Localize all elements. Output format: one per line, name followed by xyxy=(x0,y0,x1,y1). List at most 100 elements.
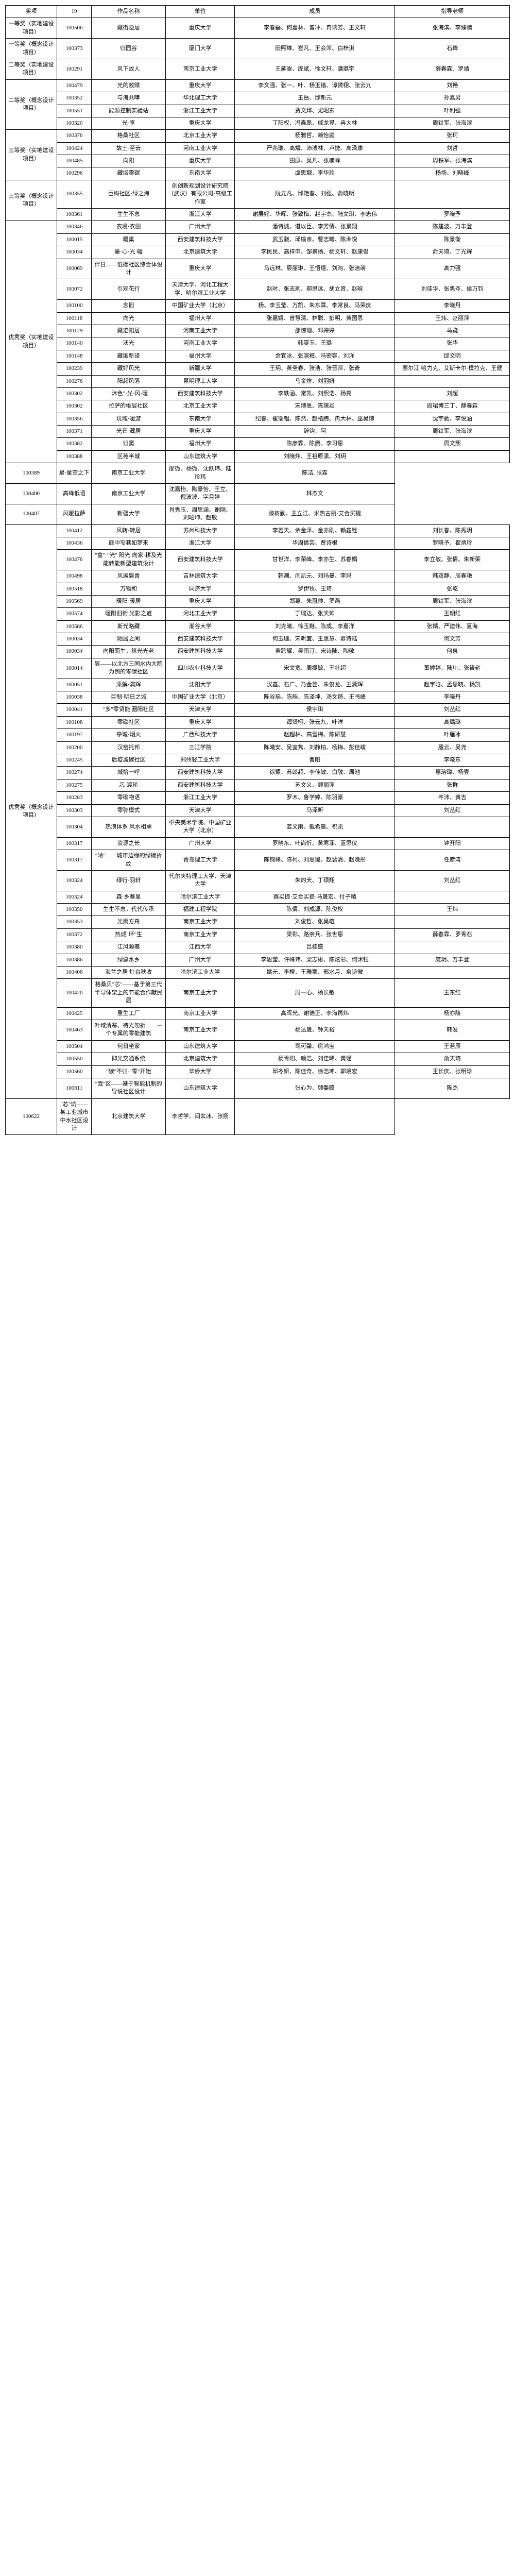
id-cell: 100034 xyxy=(57,646,92,658)
table-row: 三等奖（概念设计项目）100355巨构社区·绿之海创创新规划设计研究院（武汉）有… xyxy=(6,180,510,208)
id-cell: 100372 xyxy=(57,928,92,941)
members-cell: 虞思靓、李华珍 xyxy=(234,167,395,180)
members-cell: 纪睿、崔瑞韫、陈然、赵格腾、冉大林、巫昊博 xyxy=(234,413,395,425)
unit-cell: 中国矿业大学（北京） xyxy=(166,300,235,312)
id-cell: 100389 xyxy=(6,463,57,484)
id-cell: 100302 xyxy=(57,400,92,413)
unit-cell: 北京建筑大学 xyxy=(166,246,235,259)
unit-cell: 同济大学 xyxy=(166,583,235,595)
name-cell: 巨制·明日之城 xyxy=(91,691,166,704)
unit-cell: 沈阳大学 xyxy=(166,679,235,691)
table-row: 100498风展磐青吉林建筑大学韩潮、闫凯元、刘玛曼、李玛韩双静、周春艳 xyxy=(6,570,510,583)
members-cell: 丁瑞达、张天帅 xyxy=(234,608,395,620)
id-cell: 100304 xyxy=(57,817,92,837)
table-row: 一等奖（实地建设项目）100506藏街隐居重庆大学李春磊、何嘉林、曾冲、冉瑞芳、… xyxy=(6,18,510,39)
members-cell: 贾文烨、尤昭玄 xyxy=(234,105,395,117)
members-cell: 司可馨、房鸿宝 xyxy=(234,1040,395,1053)
unit-cell: 福州大学 xyxy=(166,350,235,362)
name-cell: 斯光略藏 xyxy=(91,620,166,633)
teacher-cell: 王东红 xyxy=(395,979,510,1007)
members-cell: 李轶涵、常凯、刘熙浩、杨亮 xyxy=(234,387,395,400)
id-cell: 100072 xyxy=(57,279,92,300)
table-row: 100304热浪体系 风水相承中央美术学院、中国矿业大学（北京）姜文雨、戴希晨、… xyxy=(6,817,510,837)
teacher-cell: 俞天琦 xyxy=(395,1053,510,1065)
table-row: 100118向光福州大学张嘉婧、曾慧清、林聪、彭明、黄图思王炜、赵丽萍 xyxy=(6,312,510,325)
id-cell: 100320 xyxy=(57,117,92,129)
members-cell: 宋文宽、周援毓、王壮超 xyxy=(234,658,395,679)
members-cell: 曹阳 xyxy=(234,754,395,767)
members-cell: 李春磊、何嘉林、曾冲、冉瑞芳、王文轩 xyxy=(234,18,395,39)
members-cell: 李文强、张一、叶、杨玉锴、谭赟栩、张云九 xyxy=(234,79,395,92)
name-cell: 热浪体系 风水相承 xyxy=(91,817,166,837)
table-row: 100015暖巢西安建筑科技大学武玉骁、邱榆亲、曹志曦、陈洲悦陈景衡 xyxy=(6,233,510,246)
name-cell: 能源控制实验站 xyxy=(91,105,166,117)
members-cell: 王延崟、庞斌、徐文轩、潘璐宇 xyxy=(234,59,395,79)
teacher-cell: 王朝红 xyxy=(395,608,510,620)
teacher-cell: 沈宇驰、李悦涵 xyxy=(395,413,510,425)
unit-cell: 青岛理工大学 xyxy=(166,850,235,871)
teacher-cell xyxy=(395,891,510,903)
members-cell: 韩潮、闫凯元、刘玛曼、李玛 xyxy=(234,570,395,583)
members-cell: 刘俊哲、张昊暄 xyxy=(234,916,395,928)
teacher-cell xyxy=(395,450,510,463)
id-cell: 100412 xyxy=(57,524,92,537)
unit-cell: 东南大学 xyxy=(166,167,235,180)
table-row: 100560"碳"不归-"零"开始华侨大学邱冬妍、陈佳奇、徐浩坤、郭境宏王长庆、… xyxy=(6,1065,510,1078)
members-cell: 姜文雨、戴希晨、祝凯 xyxy=(234,817,395,837)
table-row: 二等奖（实地建设项目）100291风下故人南京工业大学王延崟、庞斌、徐文轩、潘璐… xyxy=(6,59,510,79)
unit-cell: 福州大学 xyxy=(166,312,235,325)
name-cell: 向光 xyxy=(91,312,166,325)
name-cell: 森·乡寨里 xyxy=(91,891,166,903)
name-cell: 亭城·烟火 xyxy=(91,729,166,741)
table-row: 100034陌居之间西安建筑科技大学何玉珊、宋昕宜、王惠慧、慕诗陆何文芳 xyxy=(6,633,510,646)
unit-cell: 南京工业大学 xyxy=(91,484,166,504)
id-cell: 100245 xyxy=(57,754,92,767)
h-unit: 单位 xyxy=(166,6,235,18)
award-cell: 二等奖（实地建设项目） xyxy=(6,59,57,79)
id-cell: 100197 xyxy=(57,729,92,741)
members-cell: 陈锦峰、陈柯、刘思璐、赵裴清、赵晚彤 xyxy=(234,850,395,871)
name-cell: 芯·渡轮 xyxy=(91,779,166,791)
teacher-cell: 石峰 xyxy=(395,39,510,59)
members-cell: 梁彰、路崇兵、张世恩 xyxy=(234,928,395,941)
name-cell: 风暖拉萨 xyxy=(57,504,92,524)
teacher-cell: 惠瑢璐、杨壹 xyxy=(395,767,510,779)
name-cell: 向阳而生，筑光光老 xyxy=(91,646,166,658)
unit-cell: 哈尔滨工业大学 xyxy=(166,891,235,903)
id-cell: 100041 xyxy=(57,704,92,716)
members-cell: 甘世洋、李荣峰、李亦生、苏春娟 xyxy=(234,550,395,570)
name-cell: 热诚"环"生 xyxy=(91,928,166,941)
id-cell: 100303 xyxy=(57,804,92,817)
id-cell: 100148 xyxy=(57,350,92,362)
name-cell: 汉窑托邦 xyxy=(91,741,166,754)
teacher-cell: 周珺博三丁、薛春霖 xyxy=(395,400,510,413)
id-cell: 100425 xyxy=(57,1007,92,1020)
id-cell: 100574 xyxy=(57,608,92,620)
members-cell: 李思莹、许峰玮、梁志彬、陈炫彰、何沭钰 xyxy=(234,954,395,966)
table-row: 100317"靖"——城市边缘的绿碳折纹青岛理工大学陈锦峰、陈柯、刘思璐、赵裴清… xyxy=(6,850,510,871)
unit-cell: 北京建筑大学 xyxy=(91,1098,166,1135)
members-cell: 朱的天、丁硕翔 xyxy=(234,870,395,891)
unit-cell: 广州大学 xyxy=(166,221,235,233)
id-cell: 100622 xyxy=(6,1098,57,1135)
table-row: 100372热诚"环"生南京工业大学梁彰、路崇兵、张世恩薛春霖、罗青石 xyxy=(6,928,510,941)
unit-cell: 重庆大学 xyxy=(166,595,235,607)
members-cell: 潘诗诚、谌以臣、李芳倩、张景翔 xyxy=(234,221,395,233)
id-cell: 100407 xyxy=(6,504,57,524)
teacher-cell: 周铁军、张海滨 xyxy=(395,595,510,607)
id-cell: 100108 xyxy=(57,716,92,728)
teacher-cell: 周文熙 xyxy=(395,438,510,450)
teacher-cell: 陈景衡 xyxy=(395,233,510,246)
name-cell: 零碳物语 xyxy=(91,792,166,804)
unit-cell: 西安建筑科技大学 xyxy=(166,550,235,570)
members-cell: 姚元、李橙、王雅蒙、邢水月、俞诗微 xyxy=(234,967,395,979)
unit-cell: 南京工业大学 xyxy=(166,1007,235,1020)
members-cell: 沈嘉怡、陶豪怡、王立、倪波波、字月婷 xyxy=(166,484,235,504)
unit-cell: 西安建筑科技大学 xyxy=(166,767,235,779)
name-cell: 与海共哮 xyxy=(91,92,166,105)
id-cell: 100560 xyxy=(57,1065,92,1078)
table-row: 100069伴日——低碳社区综合体设计重庆大学马远林、辰丽琳、王悟焜、刘洵、张洁… xyxy=(6,259,510,279)
unit-cell: 西安建筑科技大学 xyxy=(166,633,235,646)
members-cell: 廖微、杨微、沈跃玮、陆珍玮 xyxy=(166,463,235,484)
id-cell: 100371 xyxy=(57,426,92,438)
